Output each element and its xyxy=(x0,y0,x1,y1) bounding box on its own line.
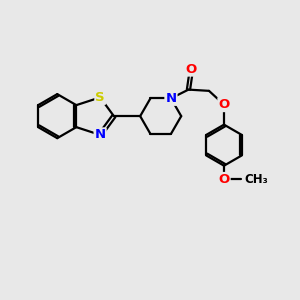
Text: N: N xyxy=(94,128,106,141)
Text: N: N xyxy=(165,92,176,105)
Text: O: O xyxy=(186,63,197,76)
Text: O: O xyxy=(218,173,230,186)
Text: O: O xyxy=(218,98,230,111)
Text: S: S xyxy=(95,91,105,104)
Text: CH₃: CH₃ xyxy=(244,173,268,186)
